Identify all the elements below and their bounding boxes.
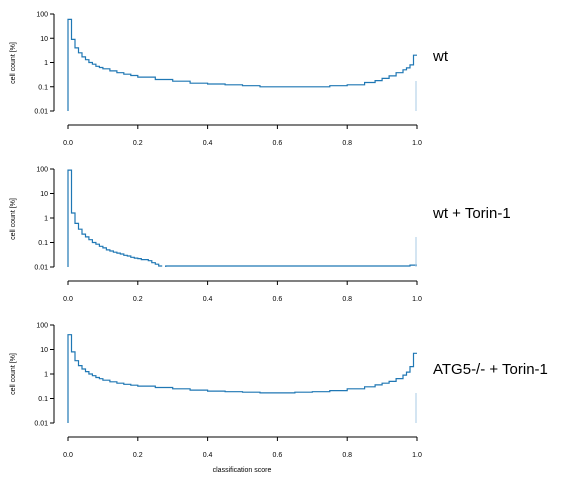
x-tick-label: 0.6 [273,296,283,303]
x-tick-label: 0.0 [63,452,73,459]
y-tick-label: 10 [40,36,48,43]
panel-title: wt + Torin-1 [432,205,511,222]
panel-wt: wt cell count [%] 0.01 0.1 1 10 100 0.0 0.2 0.4… [10,12,449,148]
x-tick-label: 0.6 [273,452,283,459]
x-tick-label: 0.4 [203,140,213,147]
x-tick-label: 1.0 [412,452,422,459]
y-tick-label: 100 [36,12,48,19]
y-tick-label: 0.1 [38,396,48,403]
x-tick-label: 0.0 [63,140,73,147]
x-tick-label: 0.0 [63,296,73,303]
y-tick-label: 100 [36,323,48,330]
series-group [67,169,417,267]
histogram-series-0 [67,18,417,111]
panel-title: wt [432,48,449,65]
y-tick-label: 0.01 [34,421,48,428]
x-tick-label: 0.8 [342,296,352,303]
x-tick-label: 0.6 [273,140,283,147]
x-tick-label: 0.8 [342,140,352,147]
x-tick-label: 0.4 [203,296,213,303]
y-tick-label: 10 [40,191,48,198]
y-axis-label: cell count [%] [10,42,17,84]
x-tick-label: 0.2 [133,296,143,303]
y-tick-label: 10 [40,347,48,354]
axes: 0.01 0.1 1 10 100 0.0 0.2 0.4 0.6 0.8 1.0 [34,12,422,148]
axes: 0.01 0.1 1 10 100 0.0 0.2 0.4 0.6 0.8 1.0 [34,167,422,304]
y-axis-label: cell count [%] [10,198,17,240]
y-tick-label: 100 [36,167,48,174]
panel-atg5-torin: ATG5-/- + Torin-1 cell count [%] classif… [10,323,548,475]
y-tick-label: 0.1 [38,84,48,91]
panel-title: ATG5-/- + Torin-1 [433,361,548,378]
x-tick-label: 1.0 [412,296,422,303]
panel-wt-torin: wt + Torin-1 cell count [%] 0.01 0.1 1 10 10… [10,167,511,304]
y-tick-label: 0.1 [38,240,48,247]
axes: 0.01 0.1 1 10 100 0.0 0.2 0.4 0.6 0.8 1.0 [34,323,422,460]
histogram-series-0 [67,334,417,423]
histogram-series-1 [165,264,417,267]
y-tick-label: 0.01 [34,109,48,116]
y-tick-label: 1 [44,372,48,379]
y-tick-label: 1 [44,216,48,223]
x-tick-label: 0.8 [342,452,352,459]
x-tick-label: 0.4 [203,452,213,459]
histogram-series-0 [67,169,163,267]
x-tick-label: 1.0 [412,140,422,147]
series-group [67,334,417,423]
y-tick-label: 0.01 [34,265,48,272]
x-tick-label: 0.2 [133,452,143,459]
series-group [67,18,417,111]
x-axis-label: classification score [213,467,272,474]
y-tick-label: 1 [44,60,48,67]
x-tick-label: 0.2 [133,140,143,147]
y-axis-label: cell count [%] [10,353,17,395]
